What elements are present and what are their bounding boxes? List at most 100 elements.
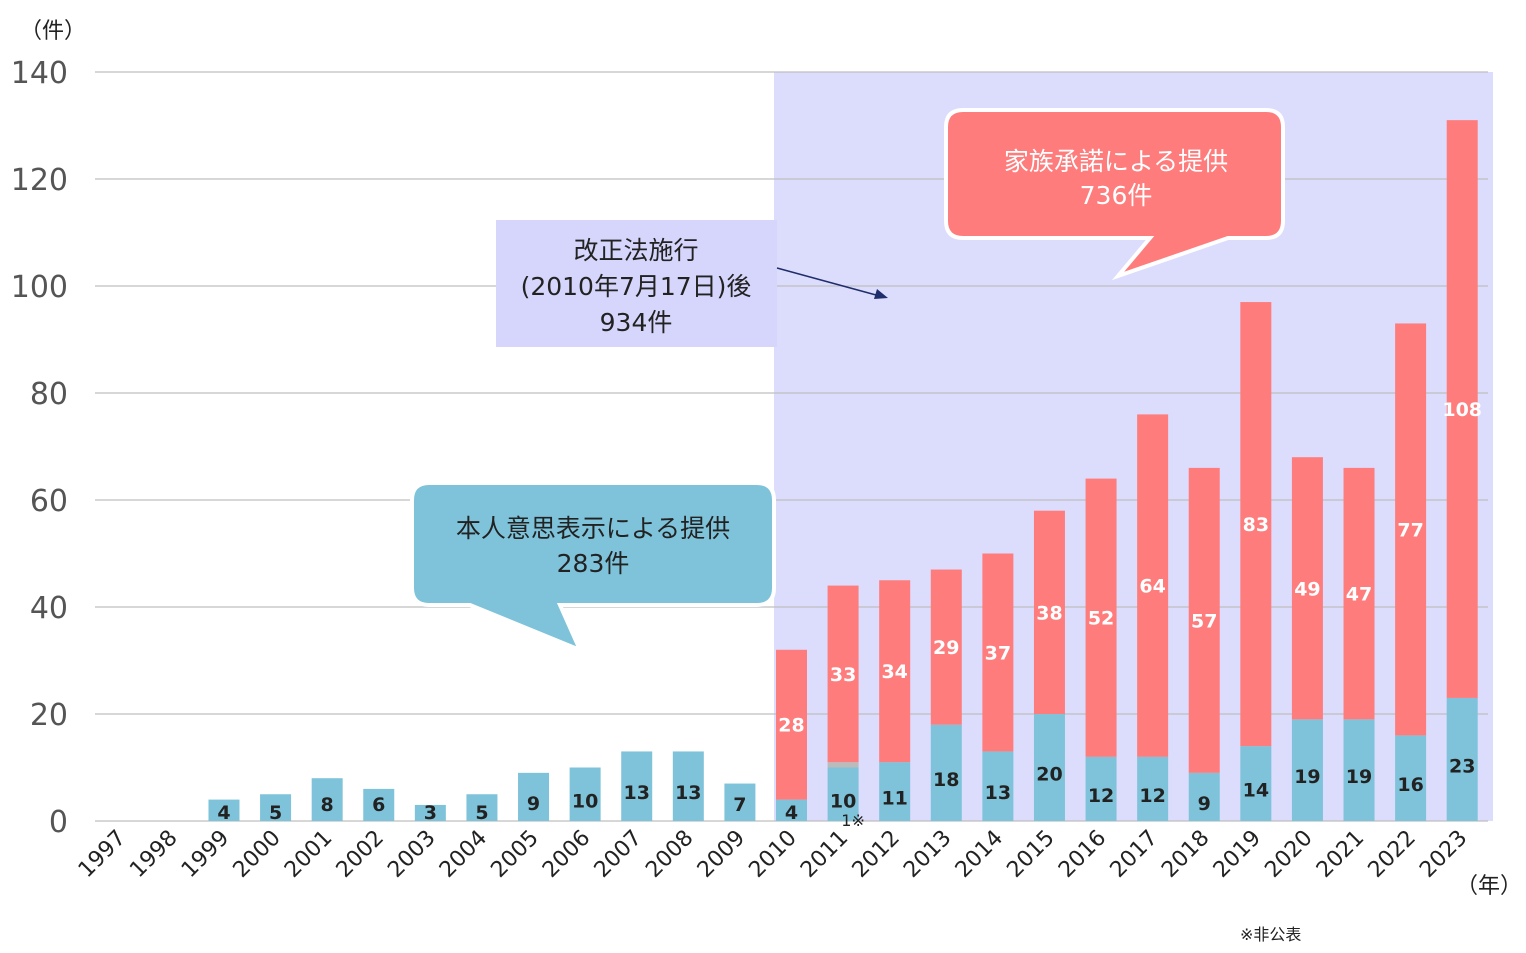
y-tick-label: 120 — [11, 163, 68, 198]
self-callout: 本人意思表示による提供 283件 — [410, 481, 776, 654]
x-tick-label: 2015 — [1002, 826, 1059, 883]
x-tick-label: 2009 — [693, 826, 750, 883]
y-tick-label: 80 — [30, 377, 68, 412]
x-tick-label: 1998 — [125, 826, 182, 883]
self-callout-line1: 本人意思表示による提供 — [456, 514, 730, 543]
x-tick-label: 2013 — [899, 826, 956, 883]
x-tick-label: 2014 — [951, 826, 1008, 883]
bar-value-label: 14 — [1243, 780, 1269, 802]
bar-segment — [414, 804, 446, 821]
bar-segment — [1085, 756, 1117, 821]
y-axis-unit: （件） — [20, 19, 86, 44]
family-callout-line2: 736件 — [1080, 181, 1153, 210]
bar-segment — [363, 788, 395, 821]
bar-segment — [311, 778, 343, 821]
bar-value-label: 52 — [1088, 608, 1114, 630]
bars — [208, 120, 1478, 821]
bar-segment — [1446, 120, 1478, 698]
x-axis-unit: （年） — [1456, 874, 1522, 899]
y-tick-label: 20 — [30, 698, 68, 733]
y-tick-label: 0 — [49, 805, 68, 840]
x-tick-label: 2004 — [435, 826, 492, 883]
bar-segment — [827, 585, 859, 763]
bar-segment — [1188, 467, 1220, 773]
self-callout-line2: 283件 — [557, 549, 630, 578]
bar-segment — [776, 799, 807, 821]
x-axis-ticks: 1997199819992000200120022003200420052006… — [74, 826, 1473, 883]
x-tick-label: 1999 — [177, 826, 234, 883]
bar-value-label: 16 — [1397, 774, 1423, 796]
bar-segment — [827, 762, 859, 768]
x-tick-label: 1997 — [74, 826, 131, 883]
x-tick-label: 2017 — [1106, 826, 1163, 883]
bar-value-label: 13 — [675, 782, 701, 804]
bar-value-label: 37 — [985, 642, 1011, 664]
bar-value-label: 4 — [217, 802, 230, 824]
x-tick-label: 2008 — [641, 826, 698, 883]
bar-segment — [518, 772, 550, 821]
bar-segment — [982, 751, 1014, 821]
bar-segment — [879, 580, 911, 763]
bar-value-label: 83 — [1243, 514, 1269, 536]
bar-segment — [1446, 697, 1478, 821]
law-annotation: 改正法施行 (2010年7月17日)後 934件 — [496, 220, 888, 347]
x-tick-label: 2006 — [538, 826, 595, 883]
x-tick-label: 2007 — [590, 826, 647, 883]
y-axis-ticks: 0 20 40 60 80 100 120 140 — [11, 56, 68, 840]
bar-value-label: 57 — [1191, 610, 1217, 632]
x-tick-label: 2022 — [1364, 826, 1421, 883]
bar-segment — [1033, 510, 1065, 714]
bar-segment — [724, 783, 756, 821]
x-tick-label: 2019 — [1209, 826, 1266, 883]
x-tick-label: 2003 — [383, 826, 440, 883]
bar-segment — [1395, 735, 1427, 821]
bar-value-label: 64 — [1139, 576, 1165, 598]
bar-value-label: 19 — [1346, 766, 1372, 788]
bar-value-label: 9 — [527, 793, 540, 815]
bar-value-label: 47 — [1346, 584, 1372, 606]
x-tick-label: 2021 — [1312, 826, 1369, 883]
bar-segment — [1137, 414, 1169, 757]
y-tick-label: 60 — [30, 484, 68, 519]
bar-segment — [827, 767, 859, 821]
undisclosed-marker-label: 1※ — [841, 811, 865, 830]
bar-value-label: 49 — [1294, 578, 1320, 600]
x-tick-label: 2018 — [1157, 826, 1214, 883]
bar-value-label: 10 — [572, 790, 598, 812]
bar-value-label: 18 — [933, 769, 959, 791]
bar-value-label: 9 — [1198, 793, 1211, 815]
bar-value-label: 8 — [321, 794, 334, 816]
law-annotation-line3: 934件 — [600, 308, 673, 337]
bar-value-label: 77 — [1397, 519, 1423, 541]
bar-value-label: 33 — [830, 664, 856, 686]
bar-segment — [1240, 746, 1272, 821]
bar-segment — [1188, 772, 1220, 821]
x-tick-label: 2005 — [487, 826, 544, 883]
bar-value-label: 5 — [475, 802, 488, 824]
y-tick-label: 140 — [11, 56, 68, 91]
bar-value-label: 20 — [1036, 764, 1062, 786]
bar-segment — [569, 767, 601, 821]
x-tick-label: 2016 — [1054, 826, 1111, 883]
bar-value-label: 5 — [269, 802, 282, 824]
bar-segment — [1343, 719, 1375, 821]
bar-segment — [466, 794, 498, 821]
bar-value-label: 4 — [785, 802, 798, 824]
x-tick-label: 2002 — [332, 826, 389, 883]
bar-value-label: 7 — [733, 794, 746, 816]
bar-segment — [1291, 719, 1323, 821]
bar-segment — [1085, 478, 1117, 757]
bar-segment — [1343, 467, 1375, 720]
law-annotation-box — [496, 220, 777, 347]
x-tick-label: 2000 — [229, 826, 286, 883]
bar-value-label: 13 — [623, 782, 649, 804]
bar-value-label: 12 — [1088, 785, 1114, 807]
bar-segment — [930, 569, 962, 725]
law-annotation-line2: (2010年7月17日)後 — [521, 272, 752, 301]
family-callout-line1: 家族承諾による提供 — [1004, 147, 1228, 176]
bar-segment — [879, 762, 911, 821]
bar-value-label: 28 — [778, 715, 804, 737]
x-tick-label: 2001 — [280, 826, 337, 883]
bar-value-label: 23 — [1449, 755, 1475, 777]
